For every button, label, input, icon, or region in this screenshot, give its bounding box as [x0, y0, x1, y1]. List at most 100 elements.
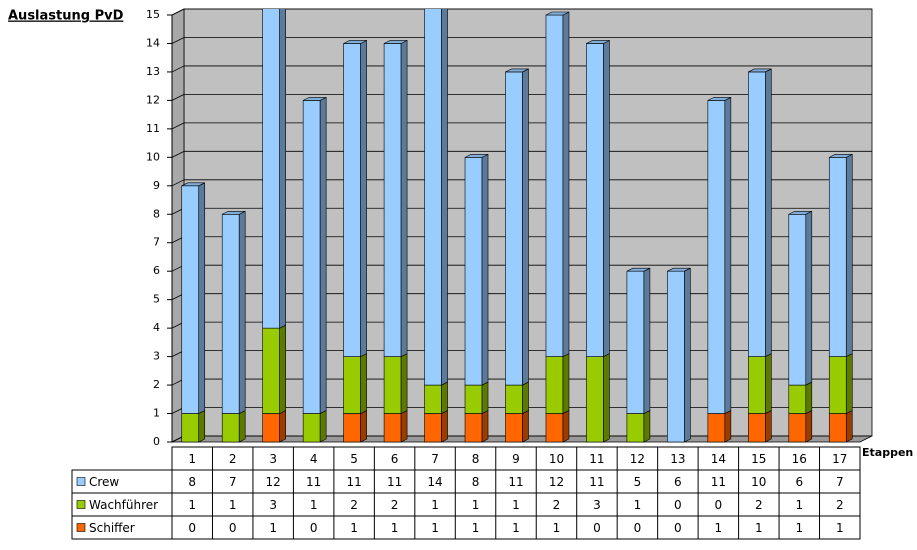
grid-line: [171, 122, 185, 130]
y-tick-label: 2: [153, 378, 160, 391]
bar-side: [238, 410, 246, 443]
bar-top: [748, 68, 772, 73]
bar-top: [343, 40, 367, 44]
grid-line: [171, 150, 185, 158]
bar-top: [545, 11, 570, 16]
grid-line: [171, 179, 185, 187]
table-value: 1: [229, 498, 237, 512]
bar-side: [684, 267, 691, 443]
table-value: 0: [634, 521, 642, 535]
table-value: 1: [391, 521, 399, 535]
table-value: 7: [836, 475, 844, 489]
bar-segment: [343, 356, 361, 414]
table-value: 1: [350, 521, 358, 535]
bar-side: [805, 210, 813, 386]
bar-side: [643, 410, 651, 443]
x-tick-label: 3: [269, 452, 277, 466]
table-value: 0: [229, 521, 237, 535]
y-tick-label: 1: [153, 407, 160, 420]
x-tick-label: 5: [350, 452, 358, 466]
bar-segment: [788, 213, 807, 386]
bar-side: [562, 11, 570, 358]
bar-top: [586, 40, 610, 44]
bar-segment: [748, 413, 766, 443]
bar-top: [181, 182, 205, 187]
table-value: 10: [751, 475, 766, 489]
table-value: 1: [512, 498, 520, 512]
bar-top: [222, 210, 246, 215]
legend-label: Wachführer: [89, 498, 158, 512]
y-tick-label: 8: [153, 207, 160, 220]
bar-side: [441, 410, 448, 443]
x-tick-label: 2: [229, 452, 237, 466]
table-value: 1: [310, 498, 318, 512]
bar-segment: [383, 356, 402, 414]
table-value: 5: [634, 475, 642, 489]
table-value: 1: [795, 498, 803, 512]
bar-segment: [505, 71, 523, 386]
grid-line: [171, 94, 185, 101]
bar-side: [198, 182, 206, 415]
table-value: 1: [431, 521, 439, 535]
x-tick-label: 7: [431, 452, 439, 466]
y-tick-label: 15: [146, 8, 160, 21]
bar-side: [360, 410, 367, 443]
bar-segment: [545, 413, 564, 443]
table-value: 7: [229, 475, 237, 489]
table-value: 1: [634, 498, 642, 512]
x-tick-label: 16: [792, 452, 807, 466]
table-value: 1: [472, 498, 480, 512]
bar-segment: [464, 413, 483, 443]
x-tick-label: 13: [670, 452, 685, 466]
table-value: 1: [269, 521, 277, 535]
y-tick-label: 3: [153, 350, 160, 363]
bar-side: [441, 381, 448, 415]
table-value: 1: [431, 498, 439, 512]
bar-segment: [707, 100, 726, 414]
bar-segment: [424, 384, 442, 414]
bar-segment: [424, 413, 442, 443]
bar-side: [279, 324, 286, 415]
table-value: 11: [306, 475, 321, 489]
table-value: 2: [391, 498, 399, 512]
legend-label: Schiffer: [89, 521, 135, 535]
bar-top: [707, 97, 731, 101]
x-tick-label: 11: [589, 452, 604, 466]
bar-segment: [828, 356, 847, 414]
table-value: 1: [795, 521, 803, 535]
bar-segment: [626, 270, 645, 414]
table-value: 11: [387, 475, 402, 489]
table-value: 1: [553, 521, 561, 535]
y-tick-label: 9: [153, 179, 160, 192]
bar-side: [603, 353, 610, 443]
table-value: 0: [715, 498, 723, 512]
bar-side: [562, 353, 570, 415]
bar-segment: [667, 270, 685, 443]
bar-side: [360, 39, 367, 358]
bar-segment: [464, 157, 483, 386]
y-tick-label: 6: [153, 264, 160, 277]
bar-side: [805, 410, 813, 443]
bar-side: [481, 153, 489, 386]
bar-segment: [181, 185, 200, 414]
bar-segment: [221, 213, 240, 414]
bar-top: [464, 154, 489, 158]
bar-segment: [343, 413, 361, 443]
bar-segment: [262, 413, 280, 443]
x-tick-label: 8: [472, 452, 480, 466]
bar-side: [279, 9, 286, 329]
table-value: 8: [188, 475, 196, 489]
bar-segment: [383, 43, 402, 357]
bar-side: [765, 353, 772, 415]
bar-side: [724, 410, 732, 443]
bar-segment: [545, 14, 564, 357]
legend-swatch: [76, 523, 86, 532]
bar-side: [198, 410, 206, 443]
bars: [181, 9, 853, 443]
table-value: 3: [593, 498, 601, 512]
bar-side: [481, 410, 489, 443]
bar-side: [481, 381, 489, 415]
table-value: 0: [674, 521, 682, 535]
table-value: 6: [795, 475, 803, 489]
